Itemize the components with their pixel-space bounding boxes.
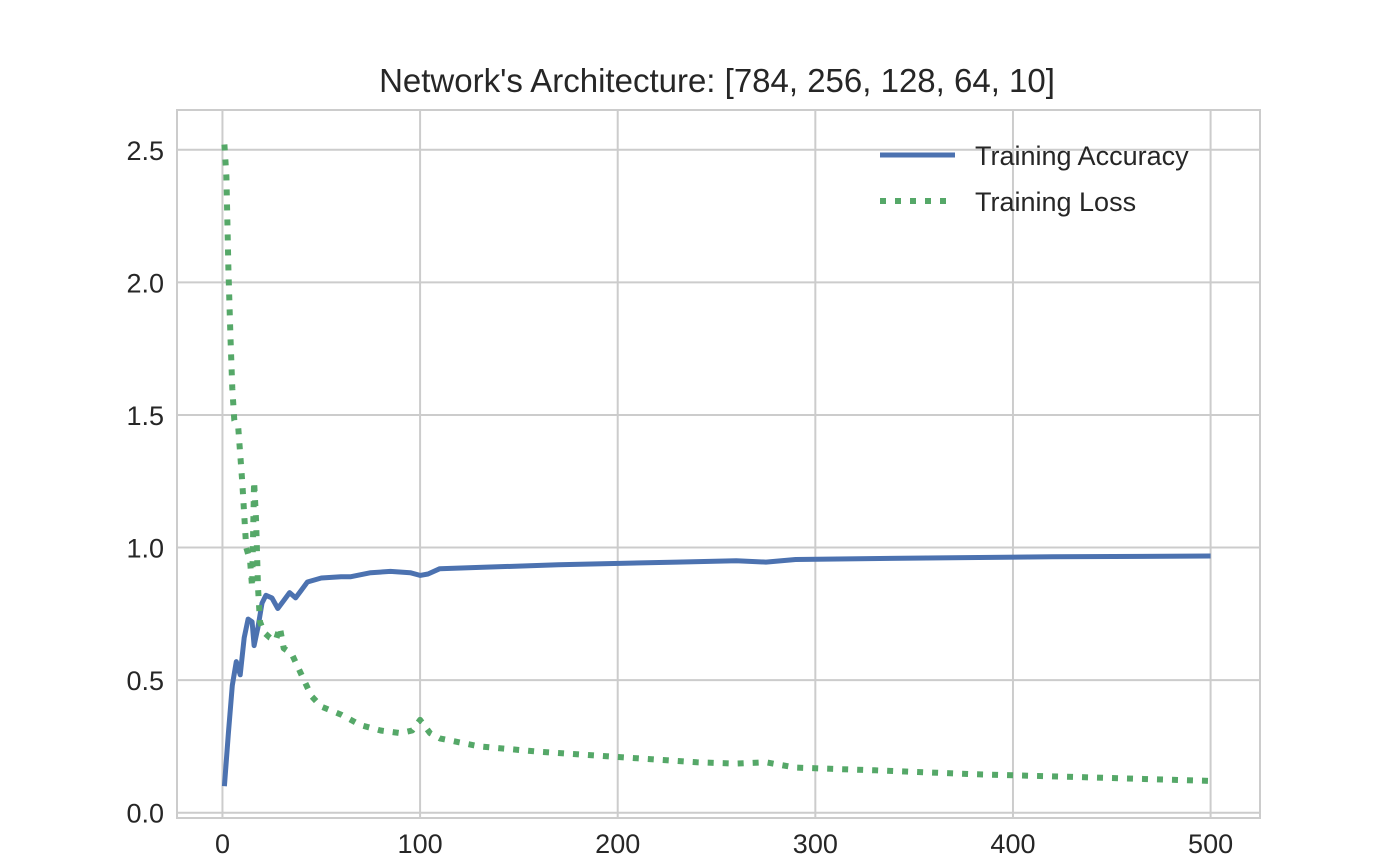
x-tick-label: 300 xyxy=(793,829,838,859)
series-line-1 xyxy=(221,553,1211,787)
plot-frame xyxy=(176,109,1261,819)
grid xyxy=(177,110,1260,818)
y-tick-label: 2.0 xyxy=(126,268,164,298)
x-axis-ticks: 0 100 200 300 400 500 xyxy=(215,829,1233,859)
chart-title: Network's Architecture: [784, 256, 128, … xyxy=(379,62,1055,99)
x-tick-label: 200 xyxy=(595,829,640,859)
x-tick-label: 500 xyxy=(1188,829,1233,859)
y-tick-label: 1.5 xyxy=(126,401,164,431)
y-tick-label: 0.5 xyxy=(126,666,164,696)
legend: Training Accuracy Training Loss xyxy=(880,141,1189,217)
y-tick-label: 0.0 xyxy=(126,799,164,829)
y-axis-ticks: 0.0 0.5 1.0 1.5 2.0 2.5 xyxy=(126,136,164,829)
series-layer xyxy=(221,144,1211,787)
y-tick-label: 1.0 xyxy=(126,534,164,564)
legend-label-1: Training Accuracy xyxy=(975,141,1189,171)
x-tick-label: 0 xyxy=(215,829,230,859)
x-tick-label: 400 xyxy=(990,829,1035,859)
x-tick-label: 100 xyxy=(398,829,443,859)
y-tick-label: 2.5 xyxy=(126,136,164,166)
series-line-2 xyxy=(221,144,1211,784)
legend-label-2: Training Loss xyxy=(975,187,1136,217)
